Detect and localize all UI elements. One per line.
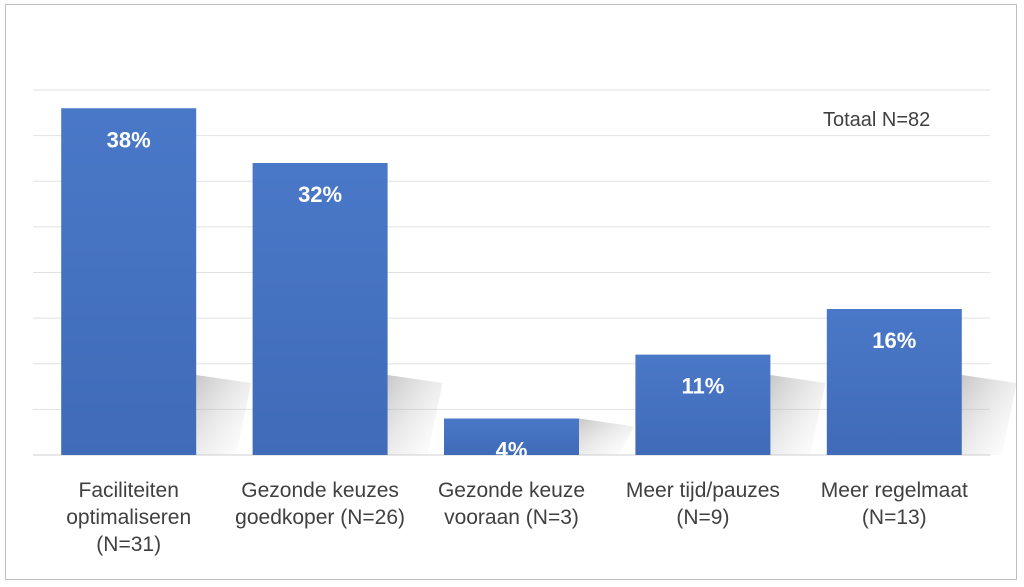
bar <box>635 354 771 455</box>
value-labels: 38% 32% 4% 11% 16% <box>107 127 917 462</box>
tick-label: Faciliteiten optimaliseren (N=31) <box>66 479 191 556</box>
data-label: 4% <box>496 438 528 463</box>
bar-shadow <box>387 375 443 455</box>
data-label: 32% <box>298 182 342 207</box>
tick-label: Gezonde keuze vooraan (N=3) <box>438 479 585 529</box>
data-label: 16% <box>872 328 916 353</box>
bar <box>444 418 579 455</box>
bar-shadow <box>579 418 634 455</box>
tick-label: Meer tijd/pauzes (N=9) <box>626 479 780 529</box>
bar-shadow <box>961 375 1017 455</box>
tick-label: Meer regelmaat (N=13) <box>821 479 968 529</box>
total-annotation: Totaal N=82 <box>823 109 930 131</box>
bars <box>61 108 962 455</box>
bar <box>61 108 197 455</box>
bar <box>826 309 962 455</box>
bar-shadow <box>196 375 252 455</box>
data-label: 11% <box>681 374 724 399</box>
bar-shadow <box>770 375 826 455</box>
category-labels: Faciliteiten optimaliseren (N=31) Gezonde k… <box>66 479 968 556</box>
bar-shadows <box>196 375 1017 455</box>
tick-label: Gezonde keuzes goedkoper (N=26) <box>235 479 405 529</box>
data-label: 38% <box>107 127 151 152</box>
bar <box>252 163 388 455</box>
